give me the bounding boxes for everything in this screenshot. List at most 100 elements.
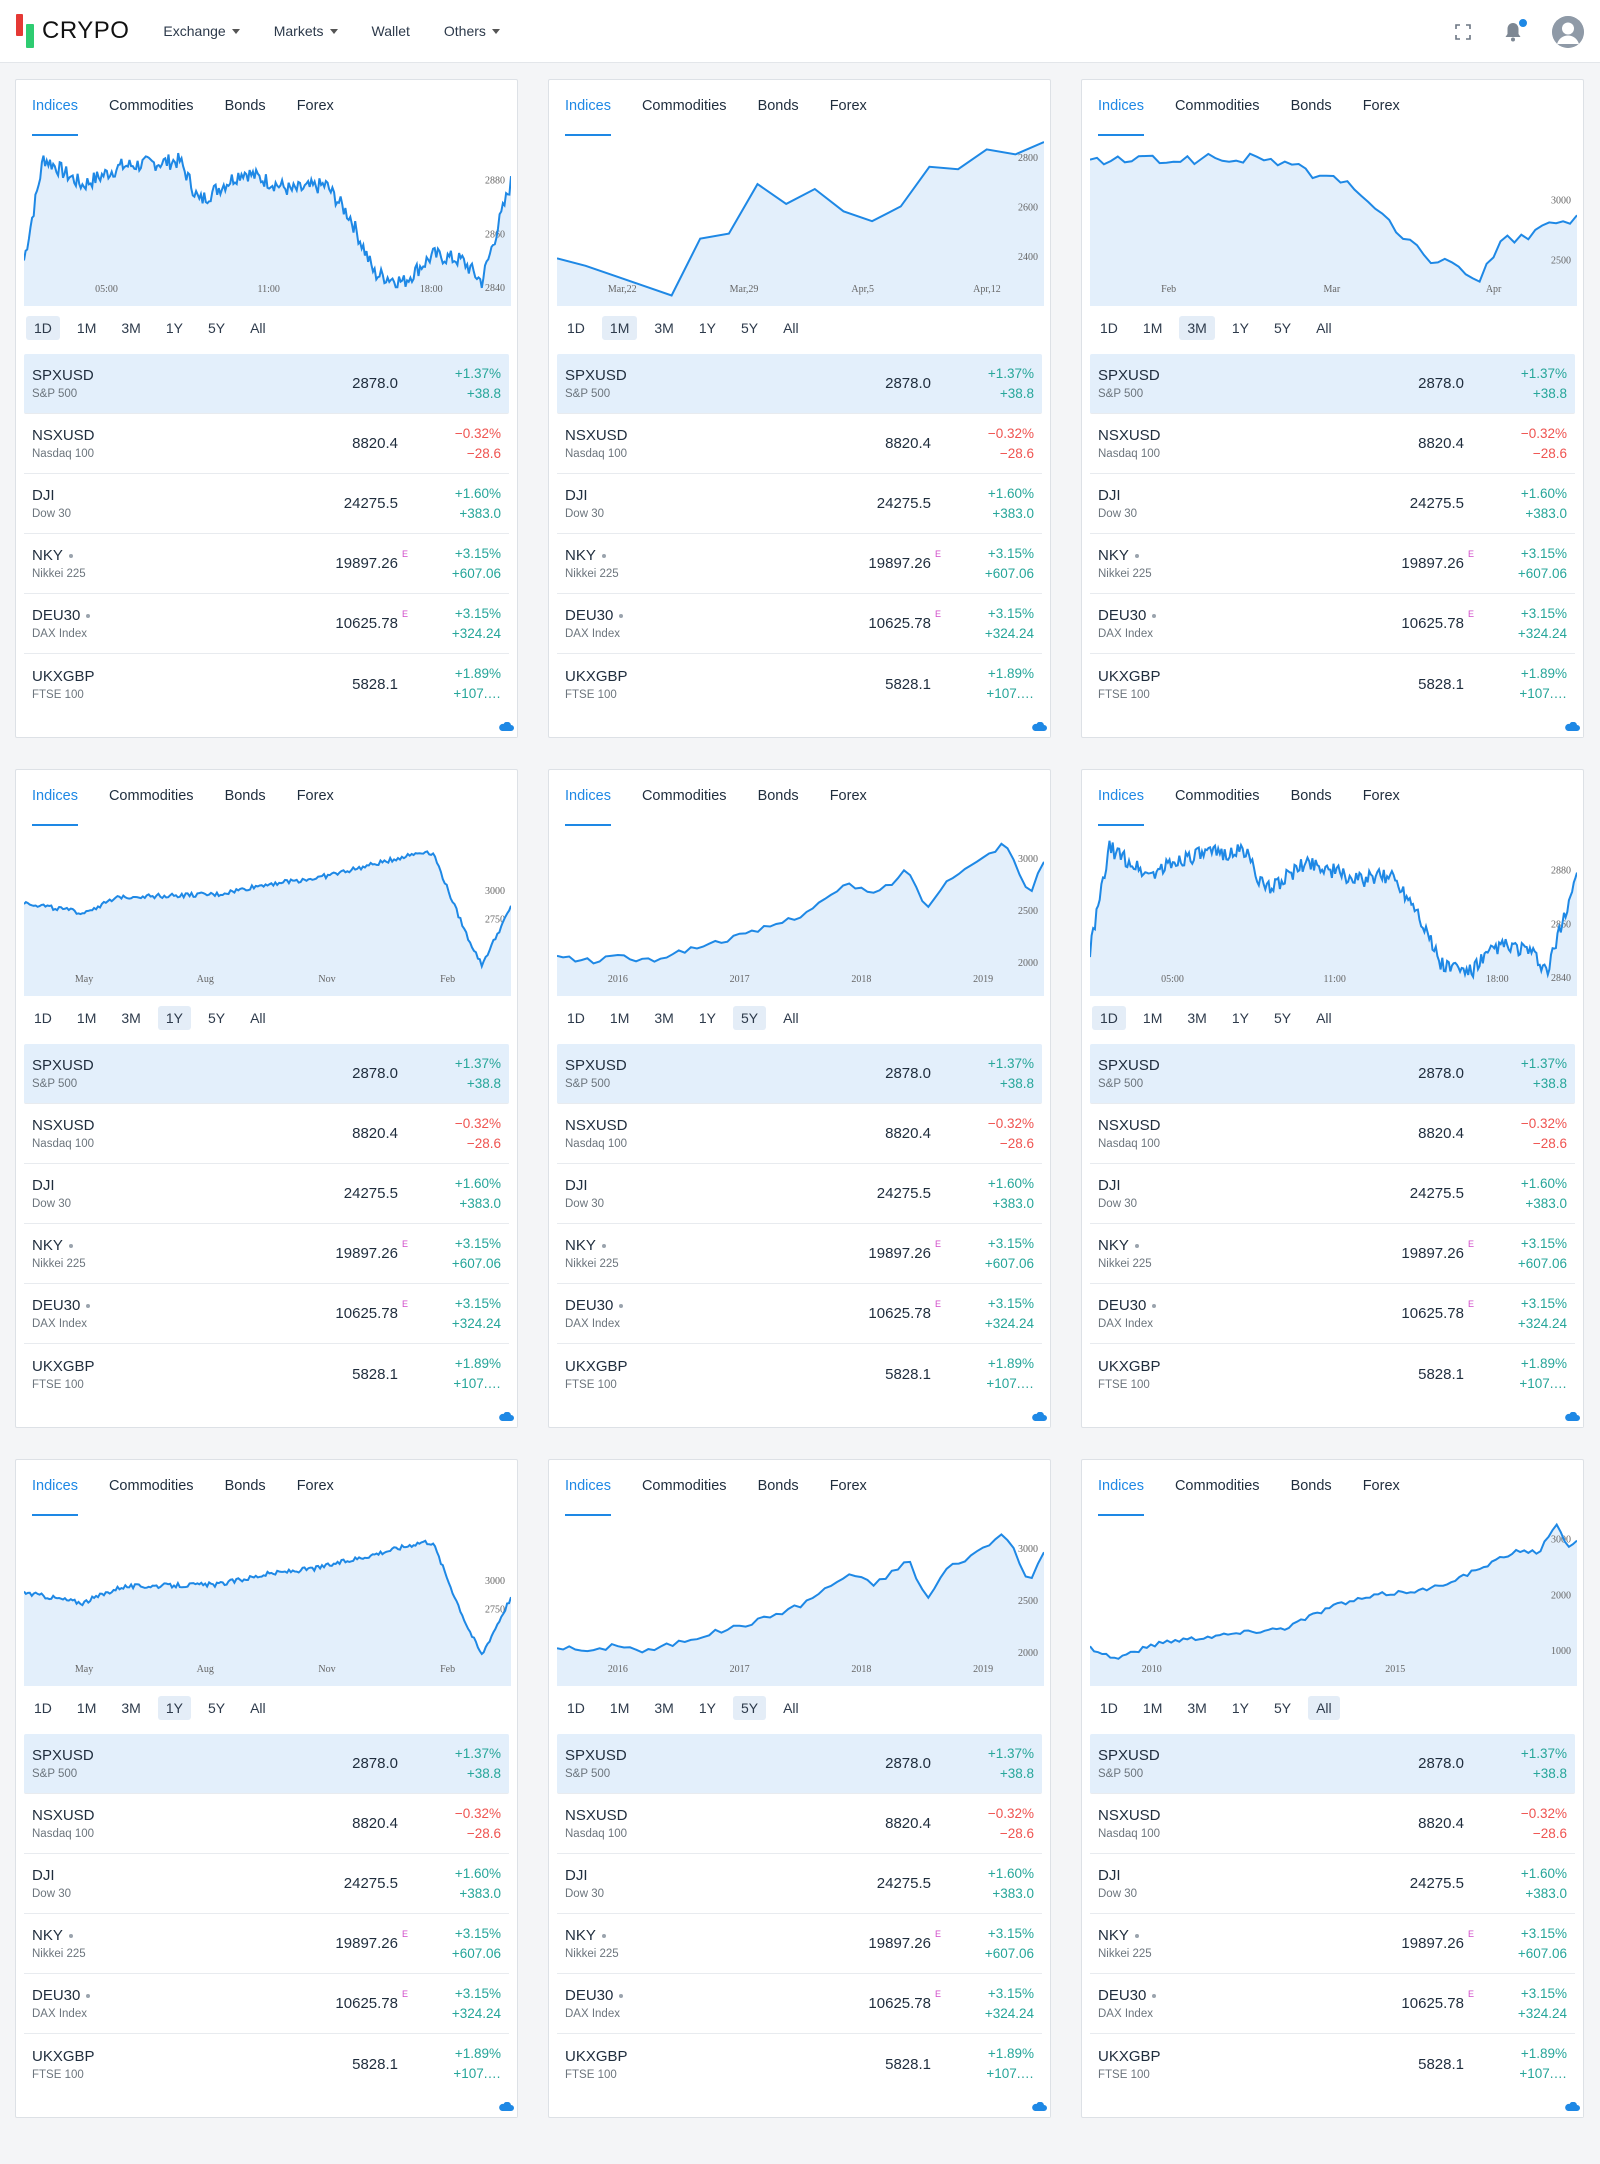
tab-forex[interactable]: Forex bbox=[1362, 98, 1400, 114]
quote-row[interactable]: NKY Nikkei 225 19897.26 E +3.15% +607.06 bbox=[557, 1914, 1042, 1974]
range-3m[interactable]: 3M bbox=[121, 320, 141, 336]
brand-logo[interactable]: CRYPO bbox=[16, 14, 129, 48]
range-1y[interactable]: 1Y bbox=[165, 320, 183, 336]
range-3m[interactable]: 3M bbox=[654, 1010, 674, 1026]
range-5y[interactable]: 5Y bbox=[207, 1700, 226, 1716]
quote-row[interactable]: DEU30 DAX Index 10625.78 E +3.15% +324.24 bbox=[557, 594, 1042, 654]
quote-row[interactable]: NSXUSD Nasdaq 100 8820.4 −0.32% −28.6 bbox=[557, 414, 1042, 474]
tab-forex[interactable]: Forex bbox=[296, 788, 334, 804]
quote-row[interactable]: SPXUSD S&P 500 2878.0 +1.37% +38.8 bbox=[557, 1044, 1042, 1104]
range-1d[interactable]: 1D bbox=[34, 1010, 52, 1026]
quote-row[interactable]: NSXUSD Nasdaq 100 8820.4 −0.32% −28.6 bbox=[24, 1104, 509, 1164]
quote-row[interactable]: SPXUSD S&P 500 2878.0 +1.37% +38.8 bbox=[1090, 354, 1575, 414]
quote-row[interactable]: DEU30 DAX Index 10625.78 E +3.15% +324.24 bbox=[1090, 1284, 1575, 1344]
quote-row[interactable]: DEU30 DAX Index 10625.78 E +3.15% +324.24 bbox=[557, 1284, 1042, 1344]
nav-exchange[interactable]: Exchange bbox=[163, 23, 240, 39]
fullscreen-icon[interactable] bbox=[1452, 21, 1474, 43]
range-all[interactable]: All bbox=[783, 320, 799, 336]
range-1m[interactable]: 1M bbox=[609, 1700, 630, 1716]
range-1m[interactable]: 1M bbox=[76, 320, 97, 336]
quote-row[interactable]: UKXGBP FTSE 100 5828.1 +1.89% +107.… bbox=[1090, 2034, 1575, 2094]
cloud-logo-icon[interactable] bbox=[1561, 717, 1583, 737]
tab-commodities[interactable]: Commodities bbox=[108, 98, 194, 114]
range-all[interactable]: All bbox=[250, 1700, 266, 1716]
range-3m[interactable]: 3M bbox=[654, 1700, 674, 1716]
range-5y[interactable]: 5Y bbox=[1273, 1010, 1292, 1026]
tab-commodities[interactable]: Commodities bbox=[641, 788, 727, 804]
quote-row[interactable]: NKY Nikkei 225 19897.26 E +3.15% +607.06 bbox=[24, 1914, 509, 1974]
quote-row[interactable]: SPXUSD S&P 500 2878.0 +1.37% +38.8 bbox=[1090, 1734, 1575, 1794]
quote-row[interactable]: DJI Dow 30 24275.5 +1.60% +383.0 bbox=[24, 1854, 509, 1914]
price-chart[interactable]: 2800 2600 2400 Mar,22 Mar,29 Apr,5 Apr,12 bbox=[557, 136, 1044, 306]
quote-row[interactable]: NKY Nikkei 225 19897.26 E +3.15% +607.06 bbox=[1090, 1914, 1575, 1974]
range-1y[interactable]: 1Y bbox=[698, 1010, 716, 1026]
tab-indices[interactable]: Indices bbox=[565, 98, 611, 136]
tab-indices[interactable]: Indices bbox=[1098, 788, 1144, 826]
tab-bonds[interactable]: Bonds bbox=[1290, 98, 1332, 114]
quote-row[interactable]: NSXUSD Nasdaq 100 8820.4 −0.32% −28.6 bbox=[24, 414, 509, 474]
cloud-logo-icon[interactable] bbox=[1561, 1407, 1583, 1427]
range-1m[interactable]: 1M bbox=[76, 1700, 97, 1716]
quote-row[interactable]: UKXGBP FTSE 100 5828.1 +1.89% +107.… bbox=[557, 2034, 1042, 2094]
range-1y[interactable]: 1Y bbox=[698, 320, 716, 336]
tab-forex[interactable]: Forex bbox=[1362, 1478, 1400, 1494]
quote-row[interactable]: SPXUSD S&P 500 2878.0 +1.37% +38.8 bbox=[24, 1734, 509, 1794]
range-5y[interactable]: 5Y bbox=[207, 320, 226, 336]
tab-commodities[interactable]: Commodities bbox=[641, 98, 727, 114]
range-1m[interactable]: 1M bbox=[1142, 1010, 1163, 1026]
range-5y[interactable]: 5Y bbox=[740, 320, 759, 336]
price-chart[interactable]: 3000 2500 2000 2016 2017 2018 2019 bbox=[557, 826, 1044, 996]
quote-row[interactable]: NSXUSD Nasdaq 100 8820.4 −0.32% −28.6 bbox=[24, 1794, 509, 1854]
tab-forex[interactable]: Forex bbox=[296, 1478, 334, 1494]
range-5y[interactable]: 5Y bbox=[732, 1006, 767, 1030]
quote-row[interactable]: DEU30 DAX Index 10625.78 E +3.15% +324.24 bbox=[24, 1284, 509, 1344]
range-5y[interactable]: 5Y bbox=[207, 1010, 226, 1026]
tab-bonds[interactable]: Bonds bbox=[757, 98, 799, 114]
tab-forex[interactable]: Forex bbox=[1362, 788, 1400, 804]
quote-row[interactable]: DEU30 DAX Index 10625.78 E +3.15% +324.24 bbox=[24, 594, 509, 654]
range-1d[interactable]: 1D bbox=[1092, 1006, 1126, 1030]
nav-others[interactable]: Others bbox=[444, 23, 500, 39]
quote-row[interactable]: DJI Dow 30 24275.5 +1.60% +383.0 bbox=[557, 1164, 1042, 1224]
price-chart[interactable]: 3000 2000 1000 2010 2015 bbox=[1090, 1516, 1577, 1686]
quote-row[interactable]: SPXUSD S&P 500 2878.0 +1.37% +38.8 bbox=[557, 1734, 1042, 1794]
tab-commodities[interactable]: Commodities bbox=[108, 788, 194, 804]
price-chart[interactable]: 3000 2500 2000 2016 2017 2018 2019 bbox=[557, 1516, 1044, 1686]
quote-row[interactable]: SPXUSD S&P 500 2878.0 +1.37% +38.8 bbox=[1090, 1044, 1575, 1104]
tab-bonds[interactable]: Bonds bbox=[757, 1478, 799, 1494]
quote-row[interactable]: SPXUSD S&P 500 2878.0 +1.37% +38.8 bbox=[24, 354, 509, 414]
range-1m[interactable]: 1M bbox=[601, 316, 638, 340]
cloud-logo-icon[interactable] bbox=[495, 717, 517, 737]
quote-row[interactable]: NKY Nikkei 225 19897.26 E +3.15% +607.06 bbox=[557, 1224, 1042, 1284]
nav-markets[interactable]: Markets bbox=[274, 23, 338, 39]
tab-indices[interactable]: Indices bbox=[1098, 1478, 1144, 1516]
range-1d[interactable]: 1D bbox=[1100, 1700, 1118, 1716]
range-all[interactable]: All bbox=[783, 1010, 799, 1026]
range-all[interactable]: All bbox=[250, 320, 266, 336]
tab-bonds[interactable]: Bonds bbox=[224, 1478, 266, 1494]
tab-indices[interactable]: Indices bbox=[565, 1478, 611, 1516]
tab-bonds[interactable]: Bonds bbox=[1290, 788, 1332, 804]
quote-row[interactable]: UKXGBP FTSE 100 5828.1 +1.89% +107.… bbox=[1090, 1344, 1575, 1404]
tab-commodities[interactable]: Commodities bbox=[1174, 788, 1260, 804]
range-1d[interactable]: 1D bbox=[567, 320, 585, 336]
tab-indices[interactable]: Indices bbox=[565, 788, 611, 826]
tab-forex[interactable]: Forex bbox=[829, 788, 867, 804]
range-1d[interactable]: 1D bbox=[1100, 320, 1118, 336]
price-chart[interactable]: 3000 2500 Feb Mar Apr bbox=[1090, 136, 1577, 306]
quote-row[interactable]: NSXUSD Nasdaq 100 8820.4 −0.32% −28.6 bbox=[557, 1794, 1042, 1854]
tab-indices[interactable]: Indices bbox=[32, 788, 78, 826]
tab-commodities[interactable]: Commodities bbox=[1174, 98, 1260, 114]
cloud-logo-icon[interactable] bbox=[495, 2097, 517, 2117]
range-1d[interactable]: 1D bbox=[567, 1010, 585, 1026]
tab-forex[interactable]: Forex bbox=[829, 1478, 867, 1494]
price-chart[interactable]: 3000 2750 May Aug Nov Feb bbox=[24, 1516, 511, 1686]
nav-wallet[interactable]: Wallet bbox=[372, 23, 410, 39]
range-all[interactable]: All bbox=[1316, 1010, 1332, 1026]
tab-bonds[interactable]: Bonds bbox=[1290, 1478, 1332, 1494]
range-1d[interactable]: 1D bbox=[26, 316, 60, 340]
quote-row[interactable]: UKXGBP FTSE 100 5828.1 +1.89% +107.… bbox=[24, 2034, 509, 2094]
range-all[interactable]: All bbox=[250, 1010, 266, 1026]
range-all[interactable]: All bbox=[1316, 320, 1332, 336]
range-1m[interactable]: 1M bbox=[1142, 320, 1163, 336]
